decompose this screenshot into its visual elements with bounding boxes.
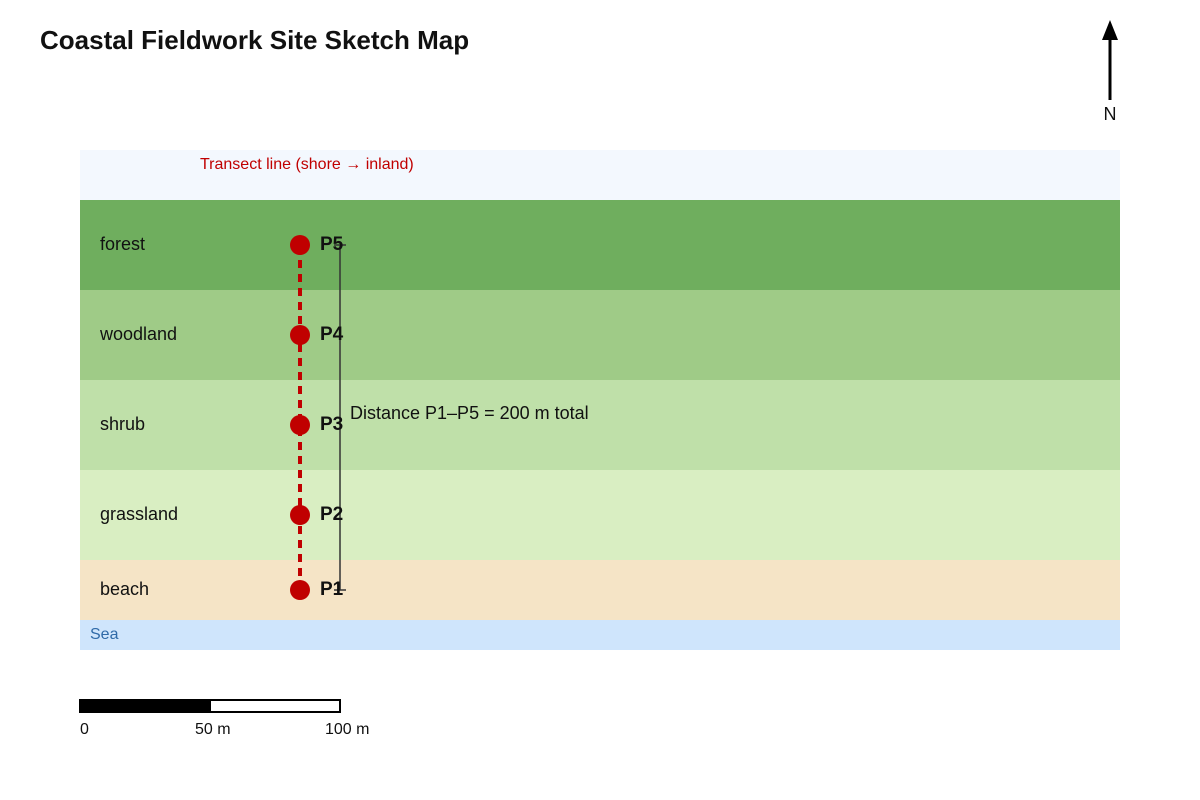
scale-label: 0: [80, 721, 89, 738]
sample-point: [290, 505, 310, 525]
scale-bar-black: [79, 699, 211, 713]
point-label: P3: [320, 414, 343, 435]
point-label: P4: [320, 324, 344, 345]
sample-point: [290, 235, 310, 255]
scale-label: 100 m: [325, 721, 369, 738]
sample-point: [290, 325, 310, 345]
title: Coastal Fieldwork Site Sketch Map: [40, 25, 469, 55]
point-label: P1: [320, 579, 344, 600]
point-label: P5: [320, 234, 344, 255]
sea-band: [80, 620, 1120, 650]
zone-label: beach: [100, 579, 149, 599]
zone-band: [80, 560, 1120, 620]
zone-label: grassland: [100, 504, 178, 524]
zone-band: [80, 290, 1120, 380]
distance-label: Distance P1–P5 = 200 m total: [350, 403, 589, 423]
transect-label: Transect line (shore → inland): [200, 156, 414, 173]
sea-label: Sea: [90, 626, 119, 643]
zone-label: forest: [100, 234, 145, 254]
sample-point: [290, 415, 310, 435]
zone-label: woodland: [99, 324, 177, 344]
zone-label: shrub: [100, 414, 145, 434]
sample-point: [290, 580, 310, 600]
zone-band: [80, 380, 1120, 470]
scale-label: 50 m: [195, 721, 231, 738]
header-band: [80, 150, 1120, 200]
scale-bar-white: [209, 699, 341, 713]
zone-band: [80, 470, 1120, 560]
zone-band: [80, 200, 1120, 290]
point-label: P2: [320, 504, 343, 525]
north-label: N: [1104, 104, 1117, 124]
north-arrow-head: [1102, 20, 1118, 40]
